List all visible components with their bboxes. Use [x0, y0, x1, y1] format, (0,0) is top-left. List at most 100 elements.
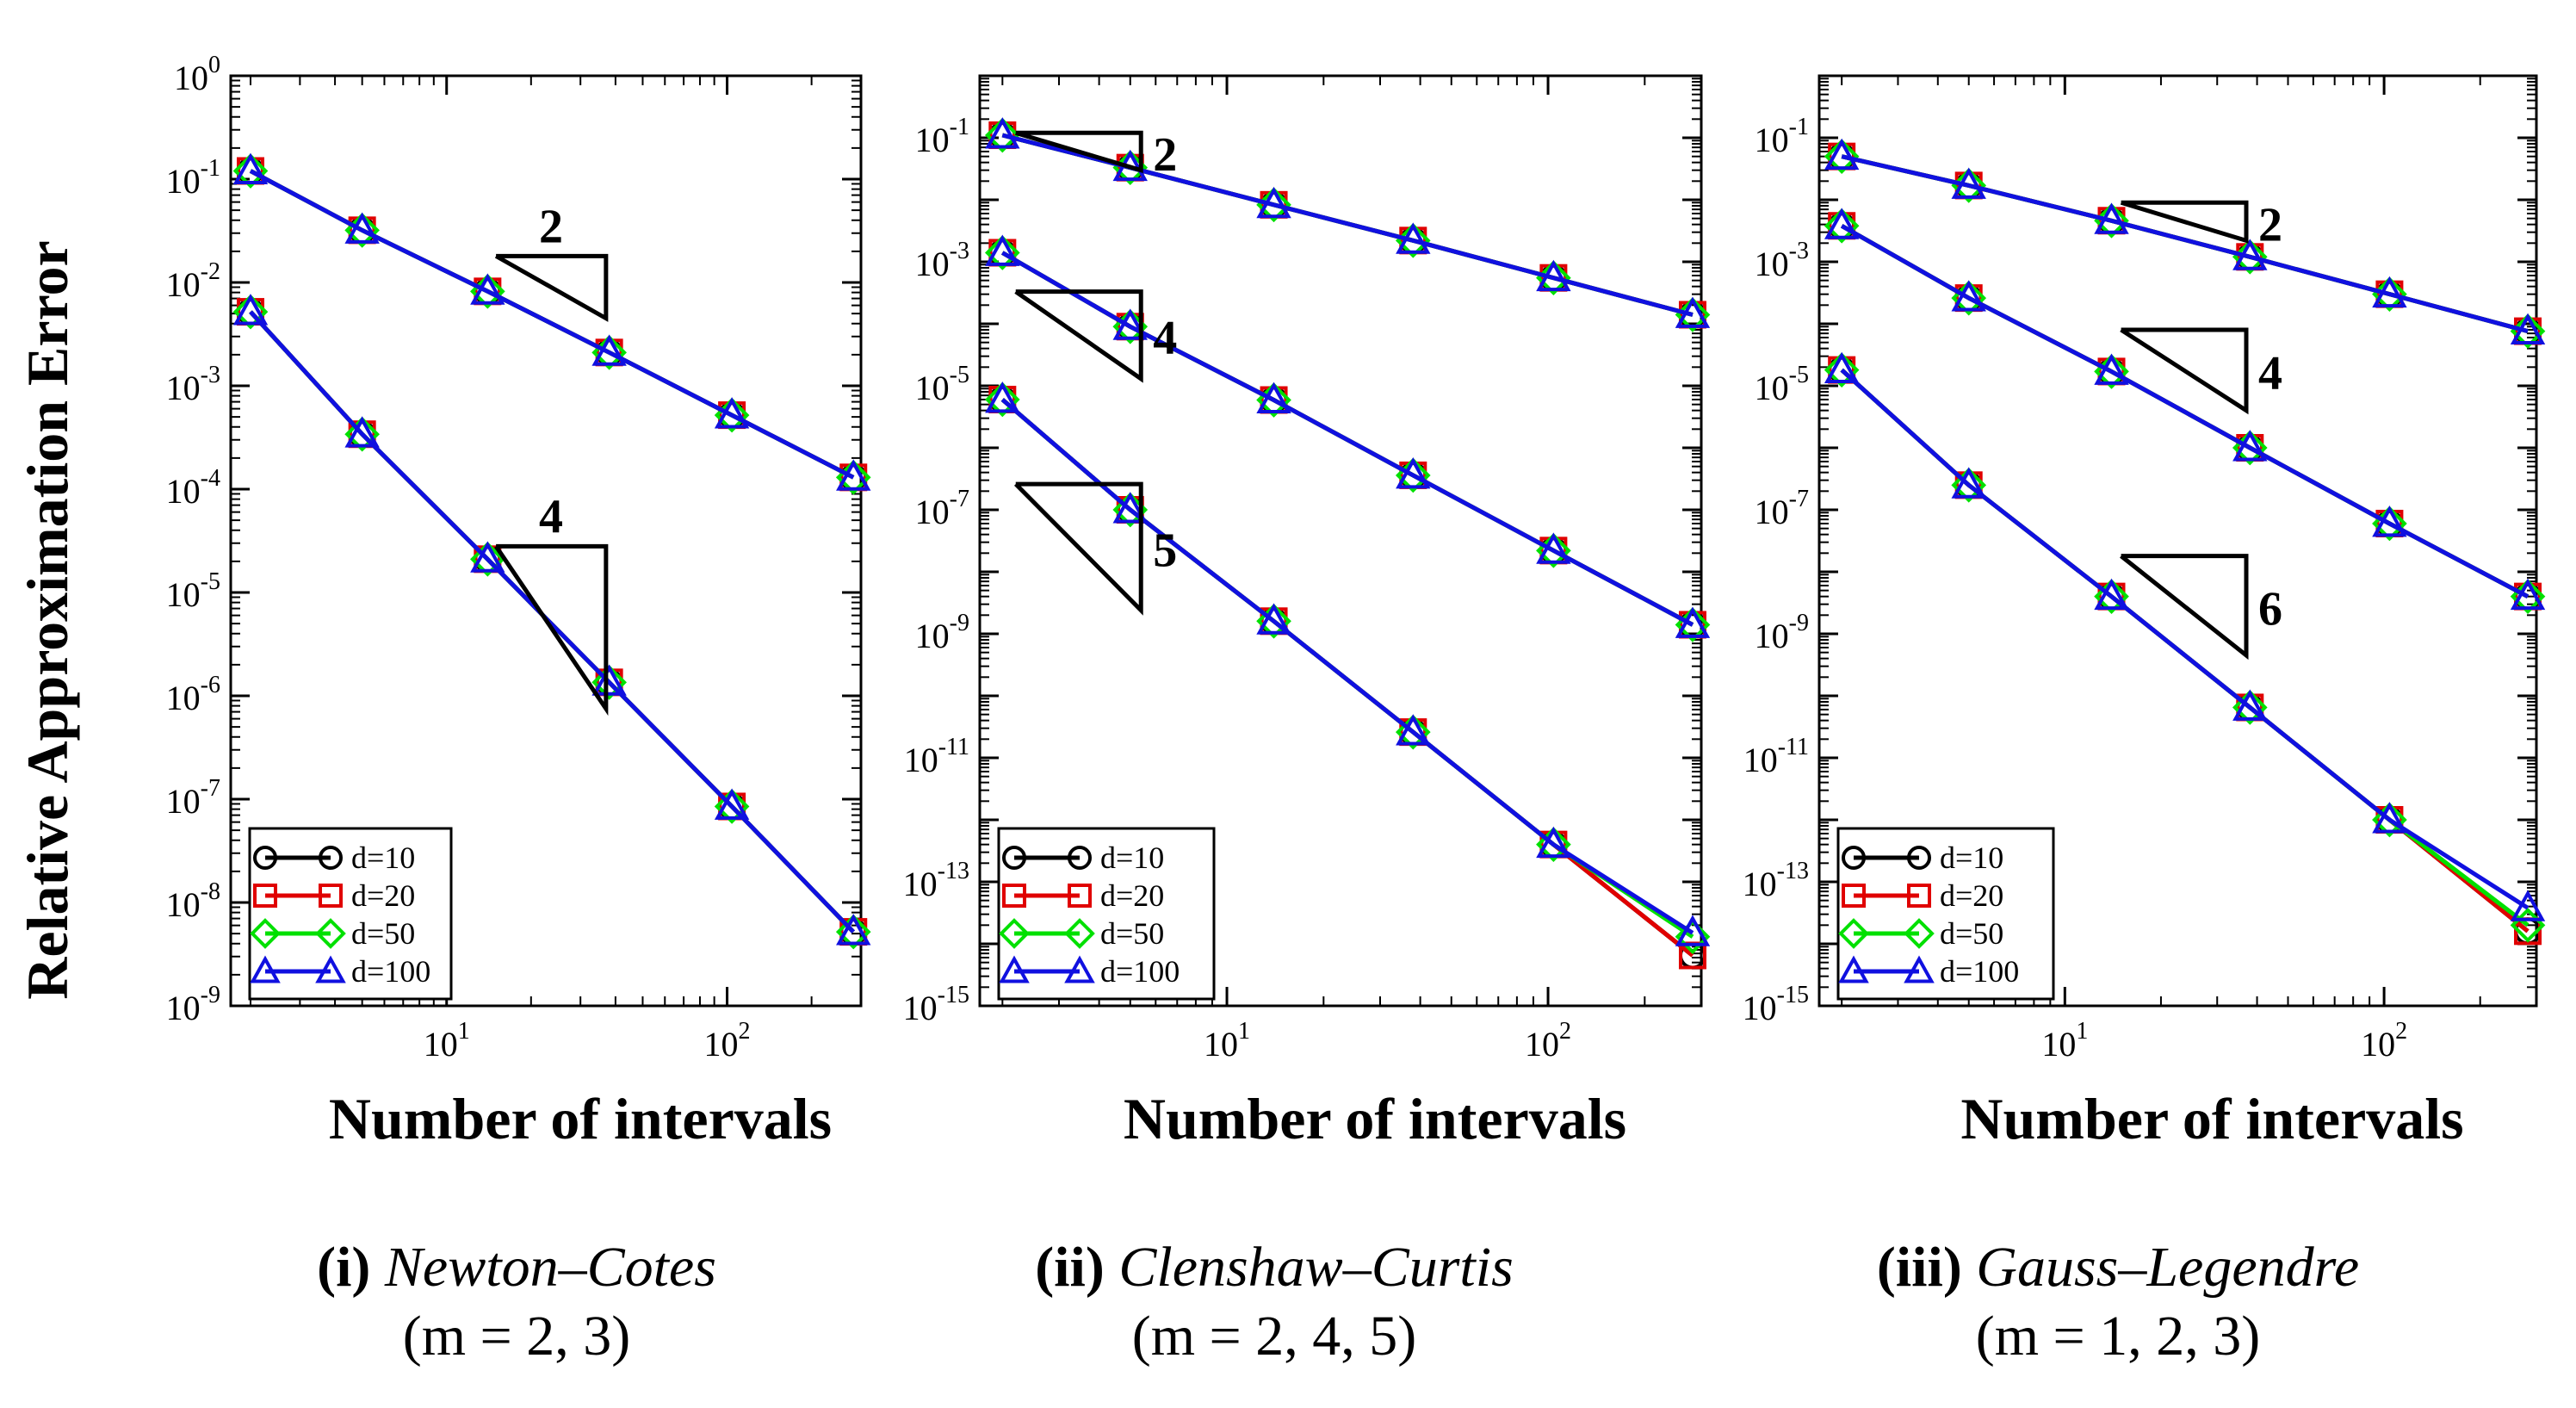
series-group-m4: [984, 234, 1711, 642]
y-tick-label: 10-7: [915, 486, 969, 531]
series-line-d-100: [1001, 251, 1694, 627]
data-point: [591, 664, 627, 696]
slope-label: 2: [539, 200, 563, 253]
y-tick-label: 10-1: [915, 114, 969, 159]
data-point: [344, 416, 380, 452]
data-point: [2094, 202, 2129, 234]
data-point: [250, 918, 281, 949]
series-group-m5: [984, 381, 1711, 970]
slope-triangle: [2120, 200, 2249, 244]
caption-panel-2: (ii) Clenshaw–Curtis (m = 2, 4, 5): [947, 1233, 1601, 1371]
caption-method: Newton–Cotes: [384, 1236, 716, 1299]
data-point: [2510, 890, 2546, 921]
data-point: [344, 212, 380, 244]
data-point: [1675, 606, 1711, 638]
data-point: [2510, 578, 2546, 611]
data-point: [1002, 846, 1026, 870]
y-tick-label: 10-1: [166, 155, 220, 201]
data-point: [1904, 918, 1935, 949]
data-point: [2232, 239, 2268, 270]
data-point: [714, 397, 750, 429]
series-group-m3: [1824, 351, 2546, 946]
slope-triangle: [1013, 481, 1143, 616]
legend-label: d=100: [1100, 954, 1180, 989]
legend-label: d=50: [1940, 916, 2003, 951]
slope-triangle: [1015, 130, 1143, 174]
x-tick-label: 102: [1525, 1018, 1571, 1064]
x-tick-exponent: 2: [2395, 1018, 2407, 1045]
data-point: [2510, 313, 2546, 345]
data-point: [1675, 296, 1711, 328]
y-tick-exponent: -11: [1778, 734, 1809, 760]
data-point: [253, 884, 277, 908]
y-tick-label: 10-15: [903, 982, 969, 1027]
x-tick-exponent: 2: [739, 1018, 751, 1045]
data-point: [1824, 352, 1860, 388]
data-point: [1842, 846, 1866, 870]
data-point: [1068, 846, 1092, 870]
series-group-m1: [1824, 138, 2546, 349]
data-point: [470, 541, 505, 573]
data-point: [232, 294, 269, 330]
legend-label: d=100: [351, 954, 430, 989]
data-point: [250, 955, 281, 983]
data-point: [985, 234, 1020, 266]
data-point: [1536, 259, 1571, 292]
legend: d=10d=20d=50d=100: [997, 827, 1216, 1001]
data-point: [2372, 802, 2407, 834]
y-tick-exponent: -1: [201, 155, 220, 182]
data-point: [1842, 884, 1866, 908]
slope-label: 5: [1153, 524, 1177, 577]
caption-label: (ii): [1035, 1236, 1105, 1299]
data-point: [1396, 457, 1431, 489]
slope-label: 6: [2258, 582, 2282, 636]
series-line-d-100: [1000, 398, 1694, 935]
series-line-d-100: [1840, 368, 2530, 910]
series-line-d-100: [1841, 154, 2529, 334]
slope-label: 2: [1153, 128, 1177, 182]
x-tick-exponent: 1: [458, 1018, 470, 1045]
plot-frame: [1817, 74, 2538, 1008]
data-point: [1838, 955, 1869, 983]
data-point: [1951, 468, 1987, 503]
data-point: [1824, 351, 1860, 384]
slope-label: 4: [539, 490, 563, 543]
data-point: [985, 117, 1020, 149]
chart-panel-3: 10-1 10-3 10-5 10-7 10-9 10-11 10-13 10-15 101 10…: [1743, 74, 2546, 1151]
legend-label: d=50: [351, 916, 415, 951]
x-tick-exponent: 1: [1238, 1018, 1250, 1045]
y-tick-exponent: -3: [201, 362, 220, 388]
data-point: [1536, 826, 1571, 859]
data-point: [315, 918, 346, 949]
y-tick-exponent: -9: [950, 610, 969, 636]
legend-label: d=100: [1940, 954, 2019, 989]
slope-triangle: [494, 543, 609, 716]
data-point: [1256, 603, 1291, 635]
y-tick-label: 10-9: [1755, 610, 1809, 655]
data-point: [344, 416, 380, 448]
data-point: [2510, 313, 2546, 349]
data-point: [1824, 208, 1860, 244]
y-tick-exponent: -5: [201, 568, 220, 595]
y-tick-exponent: -6: [201, 672, 220, 698]
y-tick-exponent: -15: [938, 982, 969, 1008]
caption-label: (iii): [1876, 1236, 1962, 1299]
data-point: [1395, 714, 1431, 750]
caption-panel-3: (iii) Gauss–Legendre (m = 1, 2, 3): [1791, 1233, 2445, 1371]
y-tick-exponent: -9: [1789, 610, 1809, 636]
slope-triangle: [2120, 327, 2249, 415]
y-tick-label: 10-11: [1743, 734, 1809, 779]
y-tick-label: 10-8: [166, 878, 220, 924]
x-tick-exponent: 2: [1559, 1018, 1571, 1045]
data-point: [2372, 506, 2407, 537]
x-axis-label: Number of intervals: [329, 1086, 832, 1151]
data-point: [985, 381, 1020, 413]
x-tick-label: 102: [2361, 1018, 2407, 1064]
data-point: [232, 152, 269, 184]
data-point: [1675, 297, 1711, 332]
data-point: [2232, 689, 2268, 721]
series-group-m2: [232, 152, 871, 495]
y-tick-label: 10-3: [166, 362, 220, 407]
y-tick-label: 10-7: [166, 775, 220, 821]
y-tick-label: 10-9: [915, 610, 969, 655]
